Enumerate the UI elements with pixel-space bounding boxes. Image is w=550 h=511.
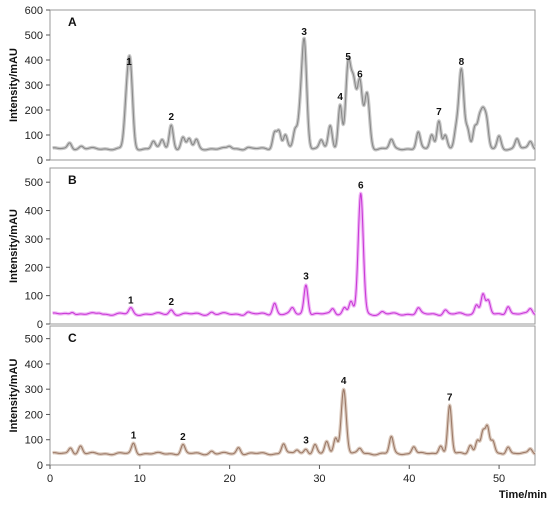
y-tick-label: 300 [25,80,43,92]
y-tick-label: 400 [25,206,43,218]
y-tick-label: 100 [25,435,43,447]
peak-label: 7 [436,107,442,118]
peak-label: 2 [168,297,174,308]
y-tick-label: 500 [25,30,43,42]
panel-letter: B [68,173,77,187]
peak-label: 3 [303,271,309,282]
y-tick-label: 500 [25,177,43,189]
series-glow [51,387,537,457]
x-axis-label: Time/min [499,489,547,501]
peak-label: 5 [345,52,351,63]
peak-label: 3 [301,27,307,38]
peak-label: 3 [303,436,309,447]
peak-label: 4 [341,376,347,387]
x-tick-label: 30 [313,473,325,485]
peak-label: 6 [358,181,364,192]
y-axis-label: Intensity/mAU [8,209,20,283]
y-tick-label: 100 [25,291,43,303]
series-line [52,37,536,151]
x-tick-label: 40 [403,473,415,485]
peak-label: 1 [131,431,137,442]
panel-letter: C [68,331,77,345]
x-tick-label: 20 [224,473,236,485]
series-line [52,192,536,317]
y-tick-label: 100 [25,130,43,142]
y-tick-label: 200 [25,262,43,274]
peak-label: 8 [459,57,465,68]
panel-b: 0 100 200 300 400 500 Intensity/mAU B 1 2 3 6 [8,167,537,331]
y-tick-label: 300 [25,384,43,396]
y-tick-label: 0 [37,155,43,167]
panel-frame [49,167,536,325]
peak-label: 7 [447,393,453,404]
panel-letter: A [68,15,77,29]
peak-label: 6 [357,70,363,81]
peak-label: 1 [128,295,134,306]
y-tick-label: 500 [25,334,43,346]
y-tick-label: 0 [37,460,43,472]
y-axis-label: Intensity/mAU [8,48,20,122]
peak-label: 2 [168,112,174,123]
y-tick-label: 300 [25,234,43,246]
y-tick-label: 0 [37,319,43,331]
peak-label: 4 [337,92,343,103]
y-axis-label: Intensity/mAU [8,358,20,432]
peak-label: 1 [126,57,132,68]
y-tick-label: 400 [25,55,43,67]
y-tick-label: 200 [25,105,43,117]
y-tick-label: 400 [25,359,43,371]
x-tick-label: 50 [493,473,505,485]
series-glow [51,191,537,318]
panel-c: 0 100 200 300 400 500 Intensity/mAU C 1 2 3 4 7 [8,325,537,472]
series-line [52,388,536,456]
panel-frame [49,325,536,466]
x-tick-label: 10 [134,473,146,485]
y-tick-label: 200 [25,409,43,421]
x-tick-label: 0 [47,473,53,485]
y-tick-label: 600 [25,5,43,17]
panel-a: 0 100 200 300 400 500 600 Intensity/mAU A 1 2 3 4 56 7… [8,5,537,167]
peak-label: 2 [180,432,186,443]
